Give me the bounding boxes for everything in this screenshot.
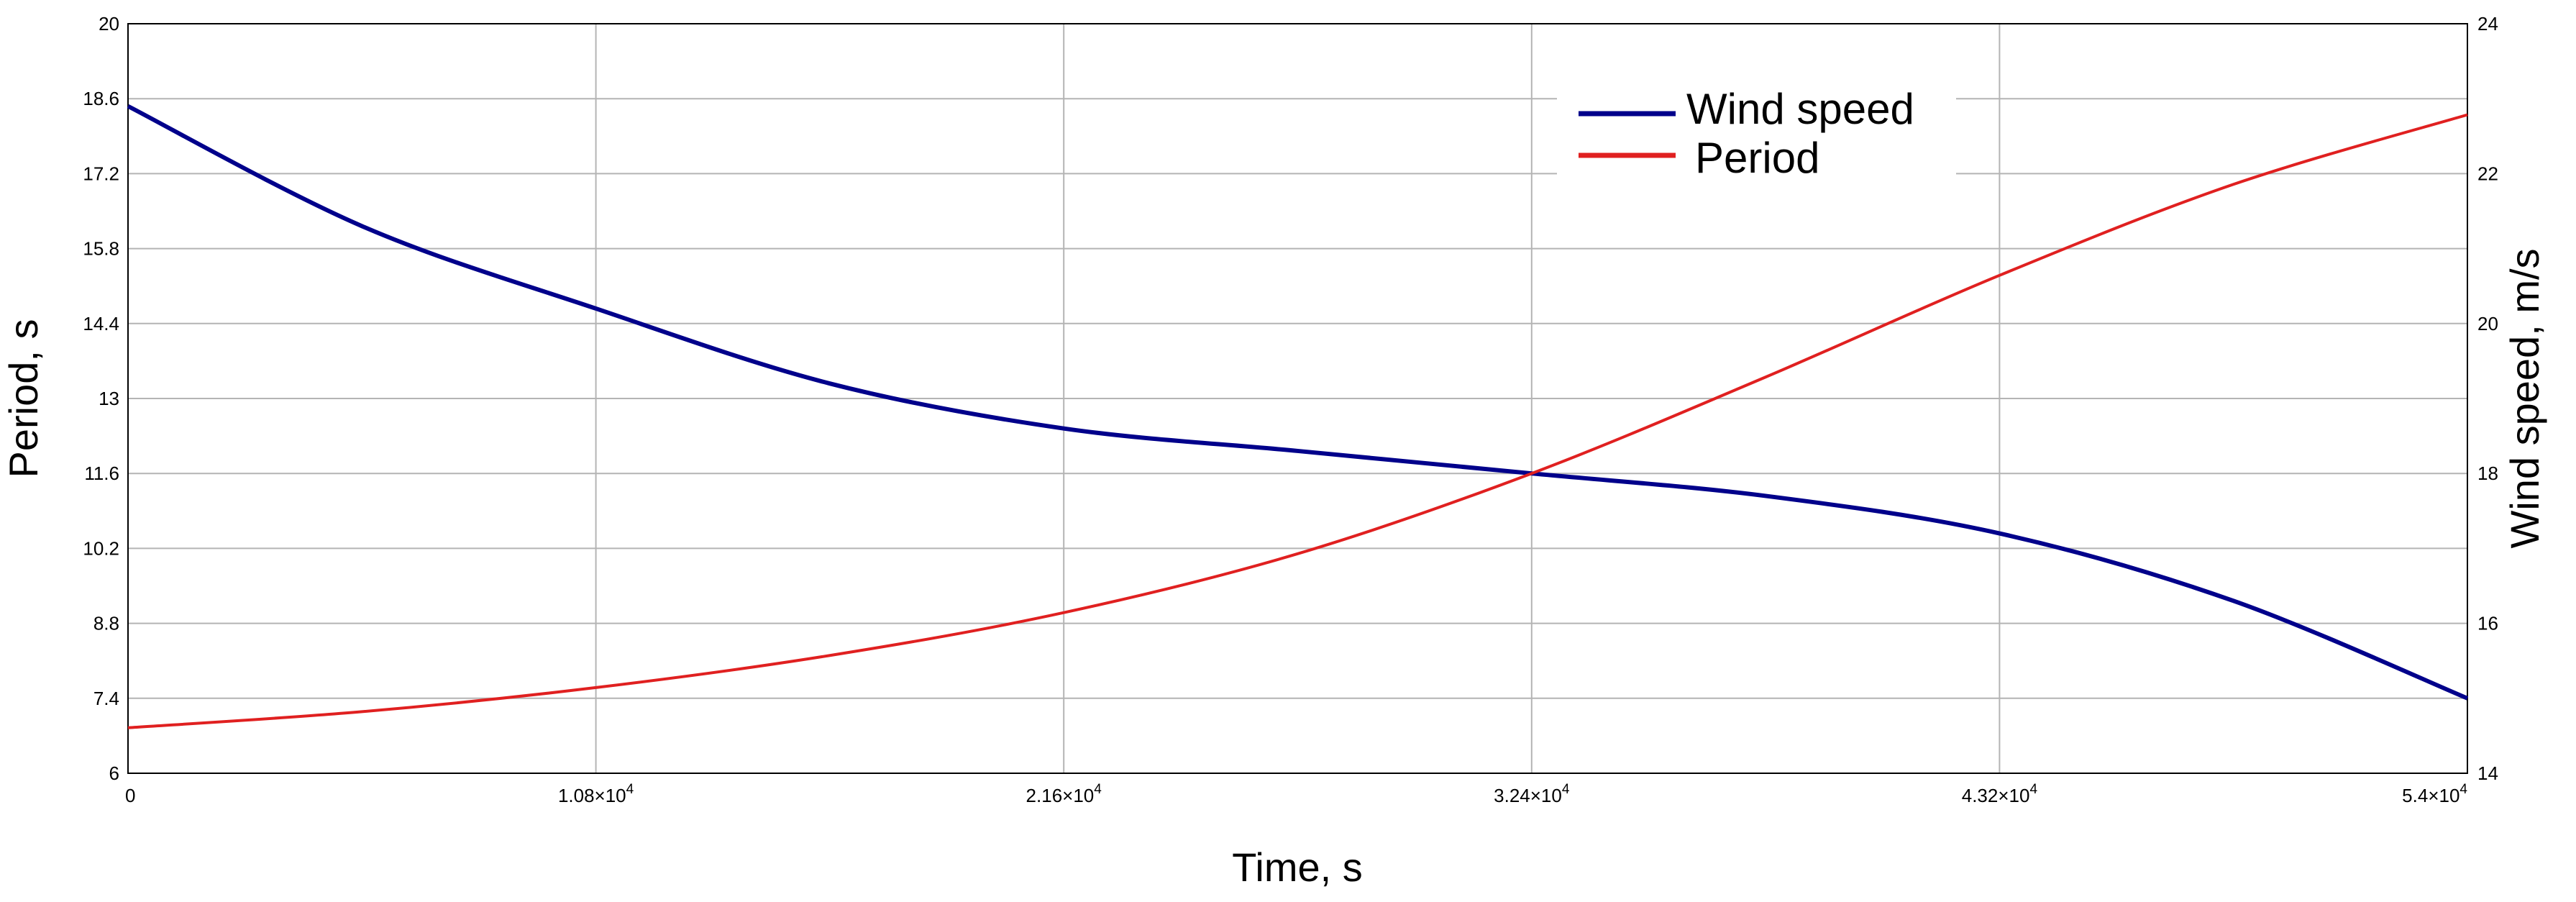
y-right-tick-label: 14 [2477,762,2498,784]
x-tick-label: 1.08×104 [558,782,634,806]
plot-frame [127,23,2468,774]
y-right-tick-label: 18 [2477,463,2498,484]
y-left-tick-label: 15.8 [83,238,119,260]
y-left-tick-label: 20 [99,13,119,35]
series-line-period [127,113,2468,729]
x-tick-label: 3.24×104 [1494,782,1570,806]
x-tick-label: 4.32×104 [1962,782,2038,806]
y-left-tick-label: 13 [99,388,119,409]
series-lines [127,104,2469,729]
y-left-tick-label: 18.6 [83,88,119,109]
y-axis-right-label: Wind speed, m/s [2502,248,2547,548]
x-tick-label: 2.16×104 [1026,782,1102,806]
grid-lines [128,24,2467,773]
y-left-tick-label: 14.4 [83,313,119,334]
y-axis-left-label: Period, s [1,319,46,478]
x-tick-label: 0 [125,785,135,806]
tick-labels: 0 1.08×104 2.16×104 3.24×104 4.32×104 5.4×104… [83,13,2498,806]
y-right-tick-label: 24 [2477,13,2498,35]
y-right-tick-label: 22 [2477,163,2498,184]
y-right-tick-label: 20 [2477,313,2498,334]
y-left-tick-label: 8.8 [93,613,119,634]
series-line-wind-speed [127,104,2469,701]
y-left-tick-label: 6 [109,762,119,784]
y-left-tick-label: 11.6 [84,463,119,484]
y-left-tick-label: 17.2 [83,163,119,184]
x-tick-label: 5.4×104 [2402,782,2467,806]
y-left-tick-label: 7.4 [93,688,119,709]
y-left-tick-label: 10.2 [83,537,119,559]
legend-box [1557,76,1956,183]
legend-label-wind-speed: Wind speed [1686,85,1914,133]
y-right-tick-label: 16 [2477,613,2498,634]
x-axis-label: Time, s [1232,844,1362,890]
legend-label-period: Period [1695,134,1819,182]
legend: Wind speed Period [1557,76,1956,183]
